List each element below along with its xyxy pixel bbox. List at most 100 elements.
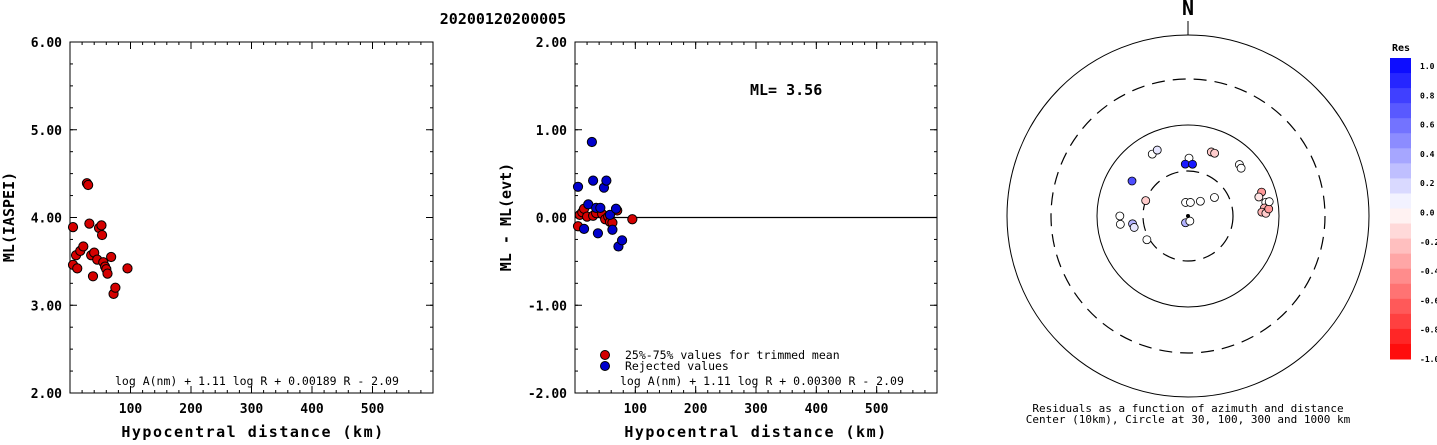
plot2-ml-annotation: ML= 3.56 [750, 81, 822, 99]
plot2-rejected-point [592, 228, 604, 239]
colorbar-cell [1390, 118, 1411, 134]
legend-accepted-marker [600, 350, 610, 360]
plot2-accepted-point [627, 214, 638, 225]
plot1-accepted-point [102, 268, 113, 279]
plot2-rejected-point [586, 136, 597, 148]
legend-accepted-label: 25%-75% values for trimmed mean [625, 348, 840, 362]
plot1-accepted-point [122, 263, 133, 274]
plot2-rejected-point [604, 209, 616, 220]
colorbar-label: -0.6 [1420, 296, 1437, 305]
plot1-xtick-label: 200 [179, 402, 203, 417]
plot2-rejected-point [588, 175, 599, 186]
colorbar-label: 0.6 [1420, 121, 1435, 130]
station-marker [1210, 193, 1219, 202]
plot1-points [67, 178, 133, 299]
station-marker [1185, 216, 1195, 226]
station-marker [1115, 211, 1125, 221]
circle-300km [1050, 78, 1326, 354]
colorbar-title: Res [1392, 43, 1410, 54]
plot1-ylabel: ML(IASPEI) [0, 172, 18, 262]
plot2-formula: log A(nm) + 1.11 log R + 0.00300 R - 2.0… [620, 374, 904, 388]
residual-colorbar: Res 1.0 0.8 0.6 0.4 0.2 0.0 -0.2 -0.4 -0.6 -0.8 -1… [1390, 43, 1437, 364]
plot2-xtick-label: 200 [684, 402, 708, 417]
station-marker [1141, 196, 1151, 206]
plot1-ytick-label: 2.00 [31, 387, 62, 402]
plot1-xtick-label: 500 [361, 402, 385, 417]
legend-rejected-marker [600, 361, 610, 371]
colorbar-label: -1.0 [1420, 355, 1437, 364]
colorbar-cell [1390, 223, 1411, 240]
plot2-rejected-point [578, 223, 590, 235]
plot1-xlabel: Hypocentral distance (km) [121, 423, 384, 441]
station-marker [1129, 223, 1139, 232]
epicenter-marker [1186, 214, 1190, 218]
plot2-rejected-point [572, 181, 584, 192]
plot1-ytick-label: 6.00 [31, 36, 62, 51]
colorbar-label: 0.2 [1420, 179, 1435, 188]
plot1-accepted-point [78, 241, 89, 252]
plot1-accepted-point [87, 271, 99, 282]
plot2-xtick-label: 400 [805, 402, 829, 417]
colorbar-label: 0.4 [1420, 150, 1435, 159]
plot1-accepted-point [110, 282, 121, 293]
colorbar-cell [1390, 343, 1411, 360]
plot1-ytick-label: 3.00 [31, 299, 62, 314]
plot-ml-iaspei: 2.00 3.00 4.00 5.00 6.00 100 200 300 400 500 log… [0, 36, 434, 441]
colorbar-cell [1390, 193, 1411, 209]
plot1-xtick-label: 300 [240, 402, 264, 417]
station-marker [1188, 159, 1197, 169]
plot1-frame [69, 41, 434, 394]
figure-title: 20200120200005 [440, 10, 566, 28]
plot1-accepted-point [83, 179, 94, 191]
plot1-y-ticks: 2.00 3.00 4.00 5.00 6.00 [31, 36, 433, 402]
plot2-rejected-point [595, 202, 606, 213]
plot1-formula: log A(nm) + 1.11 log R + 0.00189 R - 2.0… [115, 374, 399, 388]
colorbar-cell [1390, 178, 1411, 194]
station-marker [1264, 197, 1274, 207]
station-marker [1210, 148, 1220, 158]
plot2-ytick-label: 2.00 [536, 36, 567, 51]
station-marker [1254, 192, 1264, 202]
colorbar-cell [1390, 268, 1411, 285]
plot1-xtick-label: 400 [300, 402, 324, 417]
plot2-x-ticks: 100 200 300 400 500 [574, 42, 938, 417]
plot1-accepted-point [106, 251, 117, 263]
plot1-ytick-label: 5.00 [31, 124, 62, 139]
colorbar-cell [1390, 88, 1411, 104]
colorbar-cell [1390, 298, 1411, 315]
plot2-xtick-label: 300 [744, 402, 768, 417]
azimuth-caption-2: Center (10km), Circle at 30, 100, 300 an… [1026, 413, 1351, 426]
colorbar-cell [1390, 283, 1411, 300]
colorbar-cell [1390, 163, 1411, 179]
colorbar-cell [1390, 103, 1411, 119]
plot1-x-ticks: 100 200 300 400 500 [69, 42, 434, 417]
plot2-y-ticks: -2.00 -1.00 0.00 1.00 2.00 [528, 36, 937, 402]
plot2-rejected-point [607, 224, 618, 235]
plot2-xlabel: Hypocentral distance (km) [624, 423, 887, 441]
legend-rejected-label: Rejected values [625, 359, 729, 373]
azimuth-caption-1: Residuals as a function of azimuth and d… [1032, 402, 1343, 415]
plot2-ytick-label: 0.00 [536, 212, 567, 227]
circle-30km [1142, 170, 1234, 262]
plot1-xtick-label: 100 [119, 402, 143, 417]
colorbar-cell [1390, 313, 1411, 330]
station-marker [1185, 198, 1195, 207]
plot1-accepted-point [96, 229, 108, 241]
plot2-xtick-label: 500 [865, 402, 889, 417]
colorbar-labels: 1.0 0.8 0.6 0.4 0.2 0.0 -0.2 -0.4 -0.6 -0.8 -1.0 [1420, 62, 1437, 364]
plot2-points [572, 136, 638, 252]
plot2-ytick-label: -2.00 [528, 387, 567, 402]
colorbar-cells [1390, 58, 1411, 360]
colorbar-cell [1390, 328, 1411, 345]
azimuth-stations [1115, 145, 1274, 245]
plot1-accepted-point [72, 263, 83, 274]
plot1-accepted-point [84, 218, 95, 229]
plot2-ytick-label: -1.00 [528, 299, 567, 314]
colorbar-cell [1390, 253, 1411, 270]
plot2-ytick-label: 1.00 [536, 124, 567, 139]
plot2-xtick-label: 100 [624, 402, 648, 417]
colorbar-label: 1.0 [1420, 62, 1435, 71]
colorbar-cell [1390, 58, 1411, 74]
station-marker [1180, 159, 1190, 169]
station-marker [1152, 145, 1162, 155]
